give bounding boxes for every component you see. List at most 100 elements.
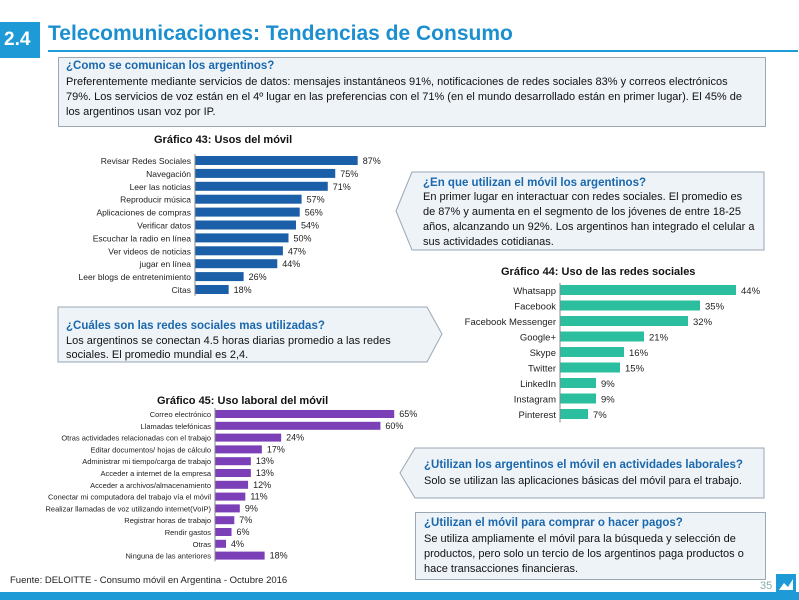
info-box-communication-line: los argentinos usan voz por IP. [66,106,216,118]
category-label: Revisar Redes Sociales [101,156,191,166]
info-box-communication-question: ¿Como se comunican los argentinos? [66,60,275,72]
category-label: Otras actividades relacionadas con el tr… [61,434,211,443]
bar [215,504,240,513]
bar [560,347,624,357]
data-label: 54% [301,221,319,231]
callout-mobile-use-shape [395,171,765,251]
chart-title: Gráfico 44: Uso de las redes sociales [501,266,695,278]
data-label: 13% [256,468,274,478]
bottom-bar [0,592,799,600]
category-label: Ninguna de las anteriores [126,552,212,561]
category-label: Realizar llamadas de voz utilizando inte… [45,504,211,513]
bar [560,316,688,326]
category-label: Reproducir música [120,195,191,205]
info-box-payments-line: Se utiliza ampliamente el móvil para la … [424,533,736,545]
data-label: 9% [245,503,258,513]
info-box-payments-line: productos, pero solo un tercio de los ar… [424,548,744,560]
category-label: Acceder a internet de la empresa [101,469,212,478]
bar [215,433,282,442]
bar [215,528,232,536]
category-label: Navegación [146,169,191,179]
data-label: 11% [250,492,267,502]
callout-mobile-use-question: ¿En que utilizan el móvil los argentinos… [423,177,646,189]
data-label: 13% [256,456,274,466]
bar [560,409,588,419]
data-label: 56% [305,208,323,218]
category-label: Administrar mi tiempo/carga de trabajo [82,457,211,466]
data-label: 21% [649,333,669,344]
section-badge [0,22,40,58]
bar [560,362,620,373]
bar [560,300,700,311]
bar [195,220,296,230]
page-number: 35 [760,580,773,592]
bar [195,207,300,217]
info-box-payments [415,512,766,580]
info-box-payments-question: ¿Utilizan el móvil para comprar o hacer … [424,517,683,529]
category-label: Leer blogs de entretenimiento [79,272,192,282]
data-label: 6% [237,527,250,537]
data-label: 17% [267,444,285,454]
section-number: 2.4 [4,29,31,50]
callout-social-networks-shape [57,306,443,363]
info-box-payments-line: hace transacciones financieras. [424,563,579,575]
category-label: Citas [172,285,191,295]
data-label: 47% [288,246,306,256]
bar [195,246,283,256]
callout-work-use-shape [399,447,765,499]
data-label: 26% [249,272,267,282]
bar [195,285,229,294]
category-label: Leer las noticias [130,182,191,192]
category-label: Whatsapp [513,286,556,297]
data-label: 9% [601,379,615,390]
data-label: 71% [333,182,351,192]
callout-social-networks-line: Los argentinos se conectan 4.5 horas dia… [66,335,391,347]
category-label: Correo electrónico [150,410,211,419]
bar [215,445,262,454]
category-label: Twitter [528,364,556,375]
category-label: Otras [193,540,212,549]
bar [215,457,251,466]
bar [195,233,289,243]
logo-icon [776,574,796,594]
category-label: Instagram [514,395,556,406]
category-label: Escuchar la radio en línea [93,233,192,243]
bar [195,181,328,191]
callout-mobile-use-line: sus actividades cotidianas. [423,236,554,248]
data-label: 18% [270,551,288,561]
data-label: 57% [307,195,325,205]
bar [215,539,227,548]
category-label: Skype [530,348,556,359]
data-label: 75% [340,169,358,179]
data-label: 87% [363,156,381,166]
callout-social-networks-question: ¿Cuáles son las redes sociales mas utili… [66,320,325,332]
category-label: Facebook [514,302,556,313]
data-label: 32% [693,317,713,328]
info-box-communication-line: Preferentemente mediante servicios de da… [66,76,728,88]
data-label: 7% [593,410,607,421]
category-label: Rendir gastos [165,528,212,537]
data-label: 12% [253,480,271,490]
category-label: Acceder a archivos/almacenamiento [90,481,211,490]
page-title: Telecomunicaciones: Tendencias de Consum… [48,22,513,45]
data-label: 15% [625,364,645,375]
info-box-communication [58,57,766,127]
callout-work-use-question: ¿Utilizan los argentinos el móvil en act… [424,459,743,471]
category-label: Google+ [520,333,557,344]
title-divider [48,50,798,52]
data-label: 60% [385,421,403,431]
info-box-communication-line: 79%. Los servicios de voz están en el 4º… [66,91,743,103]
data-label: 4% [231,539,244,549]
bar [195,194,302,204]
data-label: 44% [741,286,761,297]
callout-mobile-use-line: de 87% y aumenta en el segmento de los j… [423,206,741,218]
bar [215,469,251,477]
category-label: Pinterest [519,410,557,421]
chart-title: Gráfico 43: Usos del móvil [154,134,292,146]
data-label: 44% [282,259,300,269]
data-label: 65% [399,409,417,419]
callout-social-networks-line: sociales. El promedio mundial es 2,4. [66,349,249,361]
